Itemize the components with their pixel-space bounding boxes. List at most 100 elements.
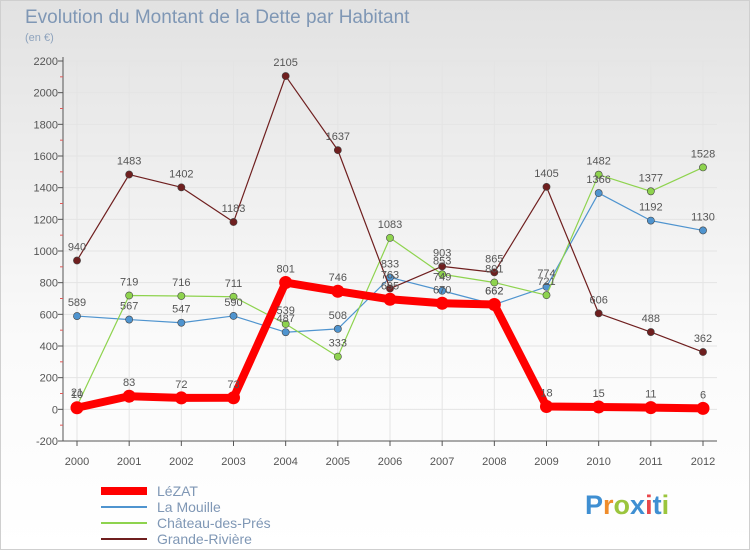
data-point: [594, 189, 603, 197]
data-point: [177, 183, 186, 192]
data-point: [281, 72, 290, 80]
data-label: 711: [225, 278, 243, 290]
data-label: 590: [224, 297, 242, 309]
data-label: 662: [485, 286, 503, 298]
y-tick-label: 400: [40, 341, 58, 353]
data-label: 83: [123, 377, 135, 389]
data-point: [386, 284, 394, 293]
data-label: 1183: [222, 203, 246, 215]
unit-label: (en €): [25, 32, 54, 44]
legend-swatch: [101, 506, 147, 508]
data-point: [542, 291, 551, 300]
data-point: [281, 328, 290, 337]
logo-letter: P: [585, 490, 604, 520]
data-label: 865: [485, 253, 503, 265]
data-point: [386, 233, 394, 242]
x-tick-label: 2004: [273, 456, 297, 468]
data-label: 749: [433, 272, 451, 284]
logo-letter: r: [603, 490, 614, 520]
data-point: [696, 401, 710, 415]
data-label: 1402: [169, 168, 193, 180]
data-label: 719: [120, 276, 138, 288]
data-label: 2105: [273, 57, 297, 69]
logo-letter: o: [613, 490, 631, 520]
data-label: 1366: [586, 174, 610, 186]
data-point: [177, 292, 186, 300]
x-tick-label: 2002: [169, 456, 193, 468]
data-label: 853: [433, 255, 451, 267]
x-tick-label: 2012: [691, 456, 715, 468]
data-label: 833: [381, 258, 399, 270]
data-point: [594, 170, 603, 179]
data-point: [279, 276, 293, 290]
data-point: [174, 391, 188, 405]
data-label: 662: [485, 286, 503, 298]
data-point: [594, 309, 603, 318]
data-label: 1377: [639, 172, 663, 184]
logo-letter: t: [652, 490, 662, 520]
data-point: [333, 352, 342, 361]
data-label: 487: [276, 313, 294, 325]
data-label: 508: [329, 310, 347, 322]
legend-swatch: [101, 522, 147, 524]
data-point: [644, 401, 658, 415]
data-label: 1192: [639, 202, 663, 214]
data-point: [699, 348, 707, 356]
data-point: [435, 296, 449, 310]
data-point: [177, 318, 186, 327]
data-point: [70, 401, 84, 415]
data-point: [438, 262, 447, 271]
proxiti-logo: Proxiti: [585, 490, 669, 521]
data-point: [73, 256, 81, 265]
data-label: 1483: [117, 156, 141, 168]
y-tick-label: 1800: [34, 119, 58, 131]
data-label: 333: [329, 338, 347, 350]
y-tick-label: 1000: [34, 246, 58, 258]
data-point: [227, 391, 240, 405]
chart-title: Evolution du Montant de la Dette par Hab…: [25, 7, 410, 28]
y-tick-label: 2000: [34, 88, 58, 100]
data-point: [73, 312, 81, 320]
y-tick-label: 1600: [34, 151, 58, 163]
data-label: 774: [537, 268, 555, 280]
data-label: 670: [433, 284, 451, 296]
data-point: [229, 218, 238, 226]
data-point: [333, 324, 342, 333]
x-tick-label: 2005: [326, 456, 350, 468]
x-tick-label: 2008: [482, 456, 506, 468]
data-label: 488: [642, 313, 660, 325]
data-label: 6: [700, 389, 706, 401]
data-label: 1083: [378, 219, 402, 231]
data-label: 721: [537, 276, 555, 288]
x-tick-label: 2001: [117, 456, 141, 468]
data-label: 801: [485, 264, 503, 276]
data-point: [383, 292, 397, 306]
logo-letter: i: [661, 490, 670, 520]
data-label: 539: [276, 305, 294, 317]
data-label: 606: [589, 294, 607, 306]
data-label: 1482: [586, 156, 610, 168]
data-label: 1528: [691, 148, 715, 160]
data-label: 567: [120, 301, 138, 313]
data-point: [490, 268, 499, 277]
data-point: [540, 399, 553, 413]
data-label: 589: [68, 297, 86, 309]
y-tick-label: 1200: [34, 214, 58, 226]
y-tick-label: 800: [40, 278, 58, 290]
data-point: [542, 182, 551, 191]
data-label: 11: [645, 389, 656, 401]
logo-letter: i: [645, 490, 653, 520]
data-label: 72: [175, 379, 187, 391]
data-point: [281, 320, 290, 328]
x-tick-label: 2010: [586, 456, 610, 468]
legend-label: La Mouille: [157, 499, 221, 515]
y-tick-label: 200: [40, 373, 58, 385]
data-label: 1130: [691, 211, 715, 223]
data-label: 763: [381, 270, 399, 282]
legend-label: LéZAT: [157, 483, 198, 499]
y-tick-label: 0: [52, 404, 58, 416]
data-label: 940: [68, 242, 86, 254]
data-point: [646, 328, 655, 336]
data-point: [229, 292, 238, 301]
